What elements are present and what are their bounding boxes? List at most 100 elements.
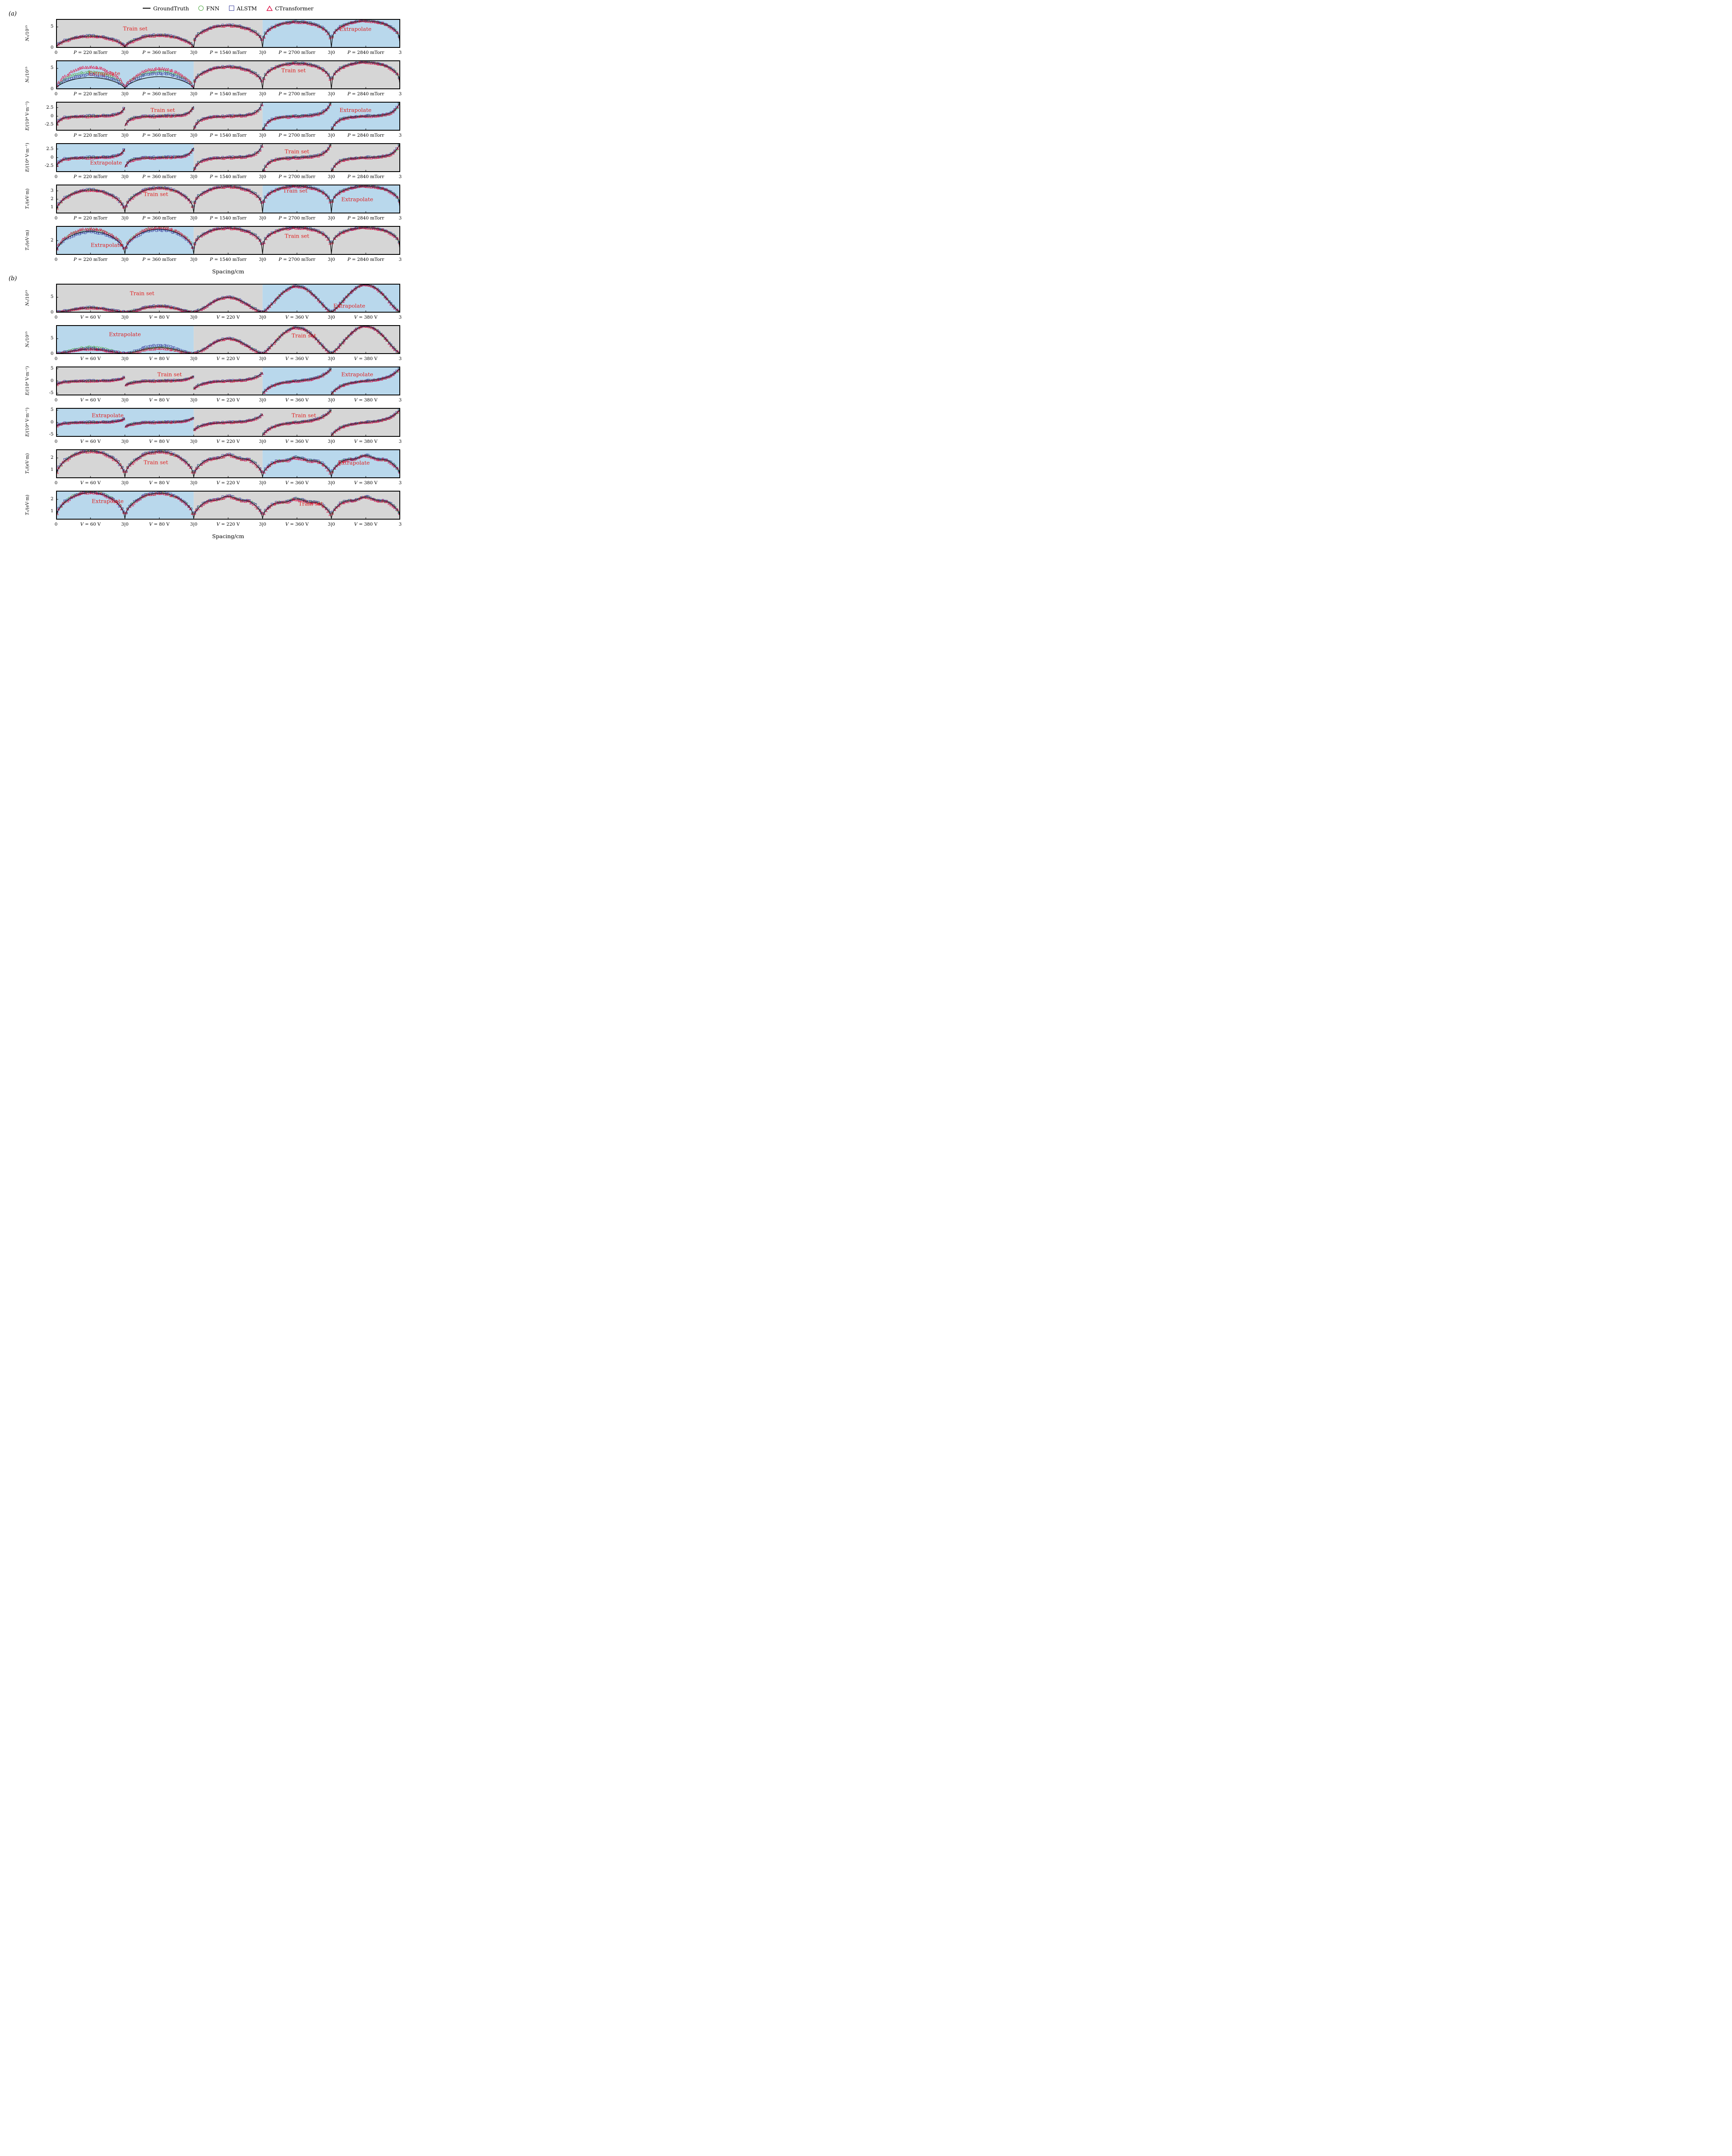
x-tick-label: 3|0 (259, 133, 267, 138)
segment-label: P = 1540 mTorr (210, 174, 247, 179)
y-tick-label: 5 (50, 65, 53, 71)
segment-label: P = 2700 mTorr (279, 91, 316, 97)
x-axis-band: 0 3|0 3|0 3|0 3|0 3 V = 60 V V = 80 V V = 220 V V… (55, 354, 402, 366)
x-axis-band: 0 3|0 3|0 3|0 3|0 3 P = 220 mTorr P = 360 mTorr… (55, 255, 402, 267)
y-tick-label: 0 (50, 154, 53, 160)
x-tick-label: 3|0 (259, 522, 267, 527)
segment-label: P = 2700 mTorr (279, 216, 316, 221)
y-tick-label: -5 (49, 431, 53, 437)
segment-label: V = 60 V (80, 439, 101, 444)
annotation-train-set: Train set (151, 107, 175, 113)
x-tick-label: 3|0 (190, 315, 198, 320)
y-axis-label: E/(10⁴ V·m⁻¹) (25, 143, 30, 172)
x-tick-label: 3|0 (190, 480, 198, 486)
x-tick-label: 3|0 (121, 216, 129, 221)
y-tick-label: -2.5 (44, 163, 53, 169)
y-tick-label: 2 (50, 196, 53, 201)
segment-label: V = 220 V (216, 439, 240, 444)
y-tick-label: 2.5 (46, 146, 53, 151)
legend-line-icon (143, 8, 151, 9)
annotation-extrapolate: Extrapolate (91, 498, 124, 505)
x-tick-label: 3|0 (190, 439, 198, 444)
x-tick-label: 3 (398, 216, 402, 221)
segment-label: P = 2840 mTorr (347, 257, 384, 262)
x-tick-label: 3|0 (327, 50, 335, 55)
segment-label: V = 360 V (285, 439, 309, 444)
y-tick-label: 0 (50, 86, 53, 91)
annotation-extrapolate: Extrapolate (88, 70, 120, 77)
x-tick-label: 3|0 (121, 356, 129, 361)
y-axis-label: Nₑ/10¹⁵ (25, 25, 30, 41)
segment-label: V = 360 V (285, 480, 309, 486)
segment-label: V = 80 V (149, 439, 170, 444)
segment-label: V = 220 V (216, 356, 240, 361)
y-tick-label: 5 (50, 294, 53, 300)
x-tick-label: 3|0 (327, 174, 335, 179)
x-tick-label: 3|0 (190, 257, 198, 262)
plot-canvas-a5 (56, 185, 400, 213)
segment-label: V = 80 V (149, 480, 170, 486)
segment-label: P = 2840 mTorr (347, 216, 384, 221)
segment-label: V = 220 V (216, 315, 240, 320)
segment-label: V = 380 V (354, 522, 378, 527)
x-axis-band: 0 3|0 3|0 3|0 3|0 3 P = 220 mTorr P = 360 mTorr… (55, 172, 402, 184)
x-tick-label: 3|0 (190, 216, 198, 221)
subplot-row-a6: Tₑ/(eV·m) 2 Extrapolate Train set 0 3|0 3|0 3|0… (0, 226, 433, 267)
subplot-row-b4: E/(10⁴ V·m⁻¹) 5 0 -5 Extrapolate Train set 0 3|… (0, 407, 433, 449)
y-axis-label: Tₑ/(eV·m) (25, 188, 30, 209)
x-tick-label: 3|0 (327, 356, 335, 361)
y-tick-label: 2 (50, 496, 53, 501)
segment-label: P = 2700 mTorr (279, 50, 316, 55)
x-tick-label: 3 (398, 133, 402, 138)
annotation-extrapolate: Extrapolate (339, 107, 372, 113)
segment-label: V = 220 V (216, 398, 240, 403)
segment-label: P = 220 mTorr (73, 174, 108, 179)
y-tick-label: 0 (50, 419, 53, 425)
x-axis-band: 0 3|0 3|0 3|0 3|0 3 V = 60 V V = 80 V V = 220 V V… (55, 313, 402, 325)
x-tick-label: 3|0 (259, 50, 267, 55)
x-tick-label: 3|0 (327, 91, 335, 97)
segment-label: V = 380 V (354, 398, 378, 403)
segment-label: P = 2700 mTorr (279, 174, 316, 179)
panel-tag: (a) (9, 10, 17, 17)
plot-canvas-a3 (56, 102, 400, 131)
segment-label: V = 60 V (80, 356, 101, 361)
x-tick-label: 3|0 (259, 480, 267, 486)
legend-circle-icon (198, 6, 204, 11)
segment-label: V = 360 V (285, 398, 309, 403)
legend-triangle-icon (266, 5, 273, 11)
y-tick-label: 0 (50, 351, 53, 356)
x-tick-label: 3 (398, 439, 402, 444)
segment-label: V = 60 V (80, 315, 101, 320)
segment-label: V = 360 V (285, 356, 309, 361)
legend-item-ctransformer: CTransformer (266, 5, 314, 12)
x-tick-label: 3 (398, 480, 402, 486)
segment-label: P = 360 mTorr (142, 50, 176, 55)
y-tick-label: 5 (50, 24, 53, 29)
x-tick-label: 3|0 (190, 398, 198, 403)
y-tick-label: 0 (50, 310, 53, 315)
plot-canvas-b1 (56, 284, 400, 313)
y-tick-label: 2.5 (46, 104, 53, 110)
legend-item-groundtruth: GroundTruth (143, 5, 189, 12)
annotation-train-set: Train set (298, 500, 323, 507)
segment-label: P = 2840 mTorr (347, 91, 384, 97)
segment-label: V = 380 V (354, 356, 378, 361)
subplot-row-b3: E/(10⁴ V·m⁻¹) 5 0 -5 Train set Extrapolate 0 3|… (0, 366, 433, 408)
panel-b: (b) Nₑ/10¹⁵ 5 0 Train set Extrapolate 0 3|0 3|0 3… (0, 275, 433, 543)
x-tick-label: 3|0 (327, 439, 335, 444)
segment-label: P = 360 mTorr (142, 216, 176, 221)
x-tick-label: 3|0 (259, 174, 267, 179)
annotation-train-set: Train set (285, 148, 309, 155)
annotation-extrapolate: Extrapolate (338, 459, 370, 466)
legend-item-label: ALSTM (236, 5, 257, 12)
segment-label: P = 1540 mTorr (210, 50, 247, 55)
segment-label: V = 360 V (285, 522, 309, 527)
segment-label: P = 360 mTorr (142, 257, 176, 262)
plot-canvas-b3 (56, 367, 400, 395)
annotation-extrapolate: Extrapolate (333, 302, 365, 309)
x-tick-label: 0 (54, 91, 58, 97)
plot-canvas-a2 (56, 60, 400, 89)
x-tick-label: 3|0 (259, 315, 267, 320)
x-tick-label: 3|0 (259, 356, 267, 361)
